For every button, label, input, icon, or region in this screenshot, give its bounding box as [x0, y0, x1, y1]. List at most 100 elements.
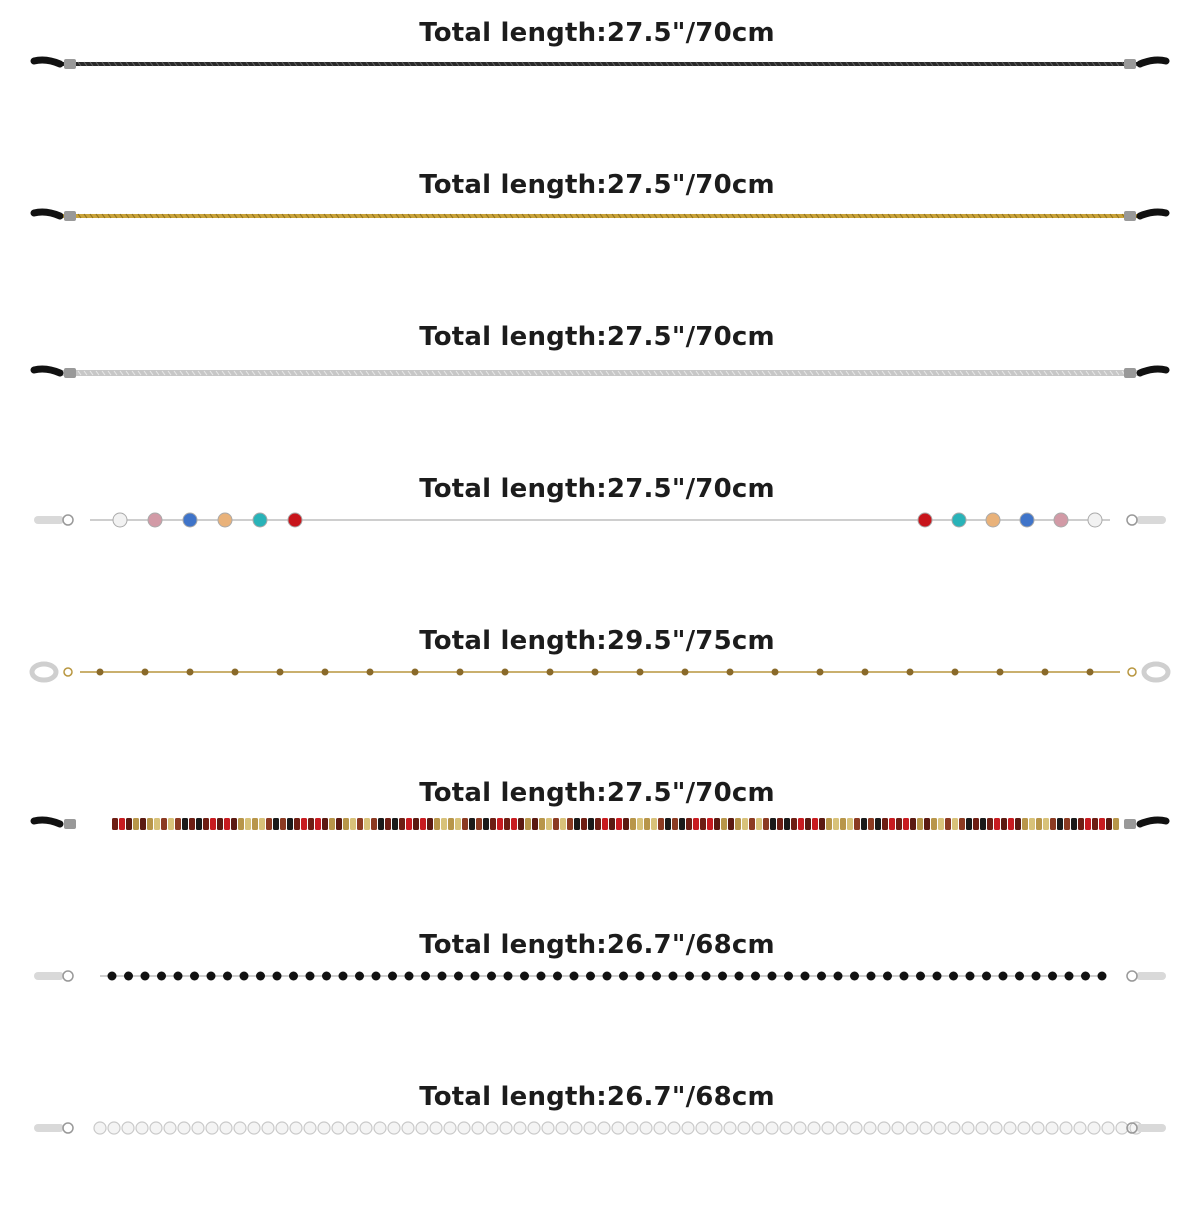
- pearl-bead: [191, 1121, 205, 1135]
- crystal-bead: [985, 512, 1001, 528]
- black-bead: [404, 971, 414, 981]
- eyeglass-chain-black-chain: [30, 56, 1170, 69]
- pearl-bead: [807, 1121, 821, 1135]
- black-bead: [784, 971, 793, 981]
- pearl-bead: [149, 1121, 163, 1135]
- product-row: Total length:27.5"/70cm: [0, 304, 1200, 454]
- pearl-bead: [387, 1121, 401, 1135]
- seed-bead: [644, 818, 650, 830]
- black-bead: [157, 971, 166, 981]
- black-bead: [437, 971, 447, 981]
- eyeglass-chain-seed-bead-strand: [30, 816, 1170, 830]
- seed-bead: [546, 818, 552, 830]
- gold-bead: [96, 668, 104, 676]
- seed-bead: [483, 818, 489, 830]
- pearl-bead: [359, 1121, 373, 1135]
- pearl-bead: [849, 1121, 863, 1135]
- chain-body: [100, 971, 1107, 981]
- seed-bead: [112, 818, 118, 830]
- product-row: Total length:26.7"/68cm: [0, 912, 1200, 1062]
- pearl-bead: [1045, 1121, 1059, 1135]
- gold-bead: [996, 668, 1004, 676]
- left-end-black-grip: [30, 816, 76, 829]
- pearl-bead: [275, 1121, 289, 1135]
- pearl-bead: [345, 1121, 359, 1135]
- crystal-bead: [917, 512, 933, 528]
- seed-bead: [581, 818, 587, 830]
- seed-bead: [665, 818, 671, 830]
- pearl-bead: [933, 1121, 947, 1135]
- seed-bead: [896, 818, 902, 830]
- seed-bead: [1092, 818, 1098, 830]
- seed-bead: [399, 818, 405, 830]
- pearl-bead: [583, 1121, 597, 1135]
- product-row: Total length:27.5"/70cm: [0, 456, 1200, 606]
- black-bead: [916, 971, 925, 981]
- seed-bead: [700, 818, 706, 830]
- black-bead: [553, 971, 562, 981]
- seed-bead: [504, 818, 510, 830]
- seed-bead: [749, 818, 755, 830]
- gold-bead: [591, 668, 599, 676]
- seed-bead: [217, 818, 223, 830]
- black-bead: [503, 971, 513, 981]
- product-row: Total length:29.5"/75cm: [0, 608, 1200, 758]
- pearl-bead: [457, 1121, 471, 1135]
- black-bead: [206, 971, 216, 981]
- seed-bead: [385, 818, 391, 830]
- seed-bead: [1043, 818, 1049, 830]
- seed-bead: [532, 818, 538, 830]
- black-bead: [388, 971, 397, 981]
- seed-bead: [238, 818, 244, 830]
- pearl-bead: [1101, 1121, 1115, 1135]
- pearl-bead: [499, 1121, 513, 1135]
- seed-bead: [203, 818, 209, 830]
- seed-bead: [1015, 818, 1021, 830]
- length-label: Total length:26.7"/68cm: [419, 1082, 775, 1112]
- seed-bead: [420, 818, 426, 830]
- seed-bead: [329, 818, 335, 830]
- seed-bead: [798, 818, 804, 830]
- seed-bead: [1036, 818, 1042, 830]
- right-end-black-grip: [1124, 816, 1170, 829]
- product-row: Total length:27.5"/70cm: [0, 760, 1200, 910]
- pearl-bead: [1017, 1121, 1031, 1135]
- black-bead: [982, 971, 991, 981]
- pearl-bead: [1059, 1121, 1073, 1135]
- pearl-bead: [639, 1121, 653, 1135]
- pearl-bead: [1073, 1121, 1087, 1135]
- seed-bead: [651, 818, 657, 830]
- seed-bead: [903, 818, 909, 830]
- black-bead: [965, 971, 975, 981]
- pearl-bead: [793, 1121, 807, 1135]
- seed-bead: [294, 818, 300, 830]
- gold-bead: [951, 668, 959, 676]
- black-bead: [1097, 971, 1107, 981]
- seed-bead: [266, 818, 272, 830]
- black-bead: [866, 971, 876, 981]
- seed-bead: [476, 818, 482, 830]
- seed-bead: [658, 818, 664, 830]
- crystal-bead: [182, 512, 198, 528]
- pearl-bead: [317, 1121, 331, 1135]
- seed-bead: [609, 818, 615, 830]
- black-bead: [569, 971, 579, 981]
- seed-bead: [350, 818, 356, 830]
- pearl-bead: [737, 1121, 751, 1135]
- pearl-bead: [653, 1121, 667, 1135]
- eyeglass-chain-pearl-bead-chain: [34, 1121, 1166, 1135]
- crystal-bead: [252, 512, 268, 528]
- gold-bead: [231, 668, 239, 676]
- pearl-bead: [961, 1121, 975, 1135]
- black-bead: [190, 971, 199, 981]
- seed-bead: [882, 818, 888, 830]
- left-end-black-grip: [30, 208, 76, 221]
- pearl-bead: [891, 1121, 905, 1135]
- black-bead: [998, 971, 1008, 981]
- seed-bead: [119, 818, 125, 830]
- crystal-bead: [1053, 512, 1069, 528]
- gold-bead: [681, 668, 689, 676]
- black-bead: [619, 971, 628, 981]
- seed-bead: [273, 818, 279, 830]
- seed-bead: [679, 818, 685, 830]
